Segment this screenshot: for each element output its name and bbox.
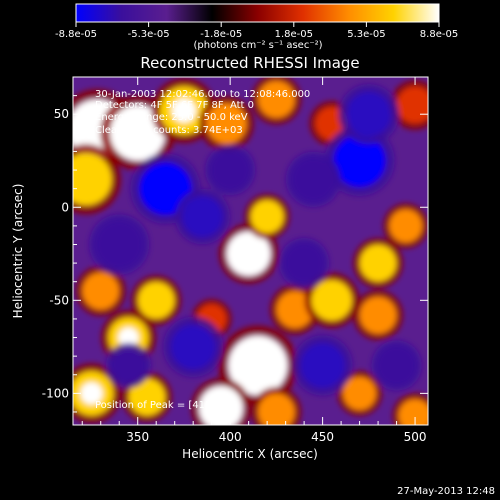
heatmap-image [73, 77, 428, 425]
colorbar-tick-label: 5.3e-05 [347, 29, 385, 40]
heat-blob [293, 158, 334, 200]
plot-frame [72, 76, 429, 426]
heat-blob [211, 151, 249, 189]
colorbar-unit-label: (photons cm⁻² s⁻¹ asec⁻²) [193, 40, 322, 51]
heat-blob [389, 209, 423, 243]
heat-blob [276, 291, 314, 329]
heat-blob [257, 393, 295, 425]
x-tick-label: 400 [219, 430, 242, 444]
colorbar-ticks [75, 22, 440, 27]
y-tick-label: -100 [42, 386, 69, 400]
heat-blob [170, 324, 216, 370]
annotation-clean: Clean Total counts: 3.74E+03 [95, 125, 243, 136]
annotation-block: 30-Jan-2003 12:02:46.000 to 12:08:46.000… [95, 89, 310, 411]
annotation-detectors: Detectors: 4F 5F 6F 7F 8F, Att 0 [95, 100, 254, 111]
annotation-energy: Energy Range: 25.0 - 50.0 keV [95, 112, 248, 123]
heat-blob [257, 80, 295, 118]
heat-blob [206, 103, 247, 144]
heat-blob [250, 199, 284, 234]
heat-blob-core [152, 175, 179, 202]
y-tick-label: 0 [61, 200, 69, 214]
y-tick-label: 50 [54, 107, 69, 121]
heat-blob-core [171, 98, 196, 123]
heat-blob [111, 348, 146, 383]
x-tick-label: 450 [311, 430, 334, 444]
heat-blob [359, 296, 397, 334]
heat-blob [342, 376, 377, 411]
y-ticks: 50 0 -50 -100 [42, 95, 428, 413]
heat-blob-core [209, 397, 233, 420]
annotation-peak: Position of Peak = [415,-85] [95, 400, 235, 411]
x-tick-label: 500 [404, 430, 427, 444]
heat-blob-core [243, 350, 273, 381]
heat-blob [398, 398, 428, 425]
heat-blob [285, 244, 323, 282]
colorbar-tick-labels: -8.8e-05 -5.3e-05 -1.8e-05 1.8e-05 5.3e-05 8.… [55, 29, 458, 40]
x-ticks: 350 400 450 500 [81, 77, 427, 444]
heat-blob [311, 279, 353, 321]
heat-blob [82, 272, 120, 310]
heat-blob [359, 244, 397, 282]
heat-blob [128, 378, 166, 416]
heat-blob [137, 281, 175, 319]
heat-blob-core [237, 242, 260, 265]
chart-title: Reconstructed RHESSI Image [140, 54, 359, 72]
colorbar-tick-label: -5.3e-05 [128, 29, 170, 40]
heat-blob [346, 91, 392, 137]
heat-blob-core [346, 147, 373, 174]
heat-blob [97, 222, 142, 267]
colorbar-tick-label: 8.8e-05 [420, 29, 458, 40]
footer-date: 27-May-2013 12:48 [397, 486, 495, 497]
colorbar [75, 3, 440, 23]
heat-blob [73, 153, 112, 206]
heat-blob [300, 343, 345, 388]
colorbar-tick-label: 1.8e-05 [275, 29, 313, 40]
y-tick-label: -50 [49, 293, 69, 307]
heat-blob-core [80, 382, 103, 405]
heat-blob-core [118, 327, 139, 348]
colorbar-tick-label: -8.8e-05 [55, 29, 97, 40]
colorbar-tick-label: -1.8e-05 [200, 29, 242, 40]
heat-blob [378, 346, 416, 385]
y-axis-label: Heliocentric Y (arcsec) [11, 184, 25, 319]
heat-blob [182, 196, 223, 238]
heat-blob-core [123, 118, 152, 147]
x-tick-label: 350 [126, 430, 149, 444]
x-axis-label: Heliocentric X (arcsec) [182, 447, 318, 461]
annotation-time: 30-Jan-2003 12:02:46.000 to 12:08:46.000 [95, 89, 310, 100]
